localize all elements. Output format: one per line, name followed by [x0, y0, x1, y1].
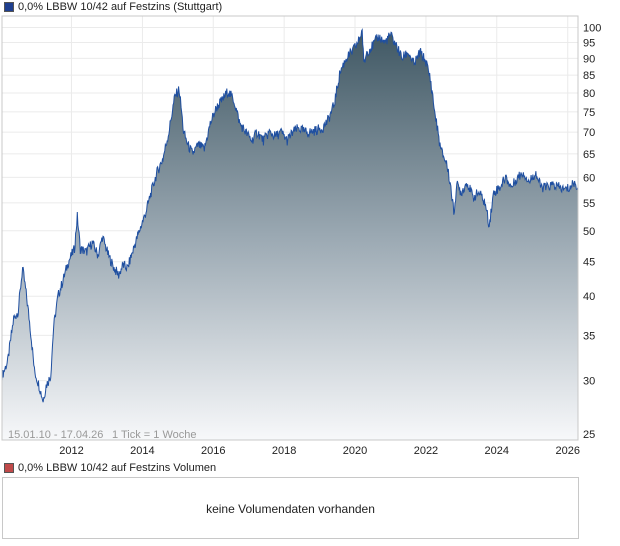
y-tick-label: 75 [583, 107, 595, 119]
y-tick-label: 30 [583, 376, 595, 388]
y-tick-label: 100 [583, 23, 601, 35]
x-tick-label: 2018 [272, 445, 296, 457]
y-tick-label: 35 [583, 330, 595, 342]
y-tick-label: 25 [583, 429, 595, 441]
price-legend-swatch [4, 2, 14, 12]
x-tick-label: 2016 [201, 445, 225, 457]
x-tick-label: 2022 [414, 445, 438, 457]
y-tick-label: 45 [583, 257, 595, 269]
price-legend-label: 0,0% LBBW 10/42 auf Festzins (Stuttgart) [18, 1, 223, 13]
y-tick-label: 50 [583, 226, 595, 238]
x-tick-label: 2012 [59, 445, 83, 457]
plot-frame [1, 15, 579, 441]
volume-panel: keine Volumendaten vorhanden [2, 477, 579, 539]
x-tick-label: 2026 [555, 445, 579, 457]
price-legend: 0,0% LBBW 10/42 auf Festzins (Stuttgart) [4, 0, 222, 14]
volume-empty-message: keine Volumendaten vorhanden [206, 502, 375, 516]
x-tick-label: 2014 [130, 445, 154, 457]
price-area [2, 29, 578, 440]
price-chart: 25 30 35 40 45 50 55 60 65 70 75 80 85 90 95 100 2012 20… [1, 15, 601, 457]
price-line [1, 27, 579, 403]
y-tick-label: 95 [583, 38, 595, 50]
y-tick-label: 55 [583, 198, 595, 210]
volume-legend-label: 0,0% LBBW 10/42 auf Festzins Volumen [18, 462, 217, 474]
x-tick-label: 2020 [343, 445, 367, 457]
y-tick-label: 90 [583, 53, 595, 65]
tick-interval-label: 1 Tick = 1 Woche [112, 429, 196, 441]
y-tick-label: 65 [583, 149, 595, 161]
range-label: 15.01.10 - 17.04.26 [8, 429, 103, 441]
y-tick-label: 80 [583, 88, 595, 100]
volume-legend-swatch [4, 463, 14, 473]
x-tick-label: 2024 [485, 445, 509, 457]
y-tick-label: 85 [583, 70, 595, 82]
y-tick-label: 40 [583, 291, 595, 303]
y-tick-label: 70 [583, 127, 595, 139]
y-tick-label: 60 [583, 172, 595, 184]
volume-legend: 0,0% LBBW 10/42 auf Festzins Volumen [4, 461, 216, 475]
